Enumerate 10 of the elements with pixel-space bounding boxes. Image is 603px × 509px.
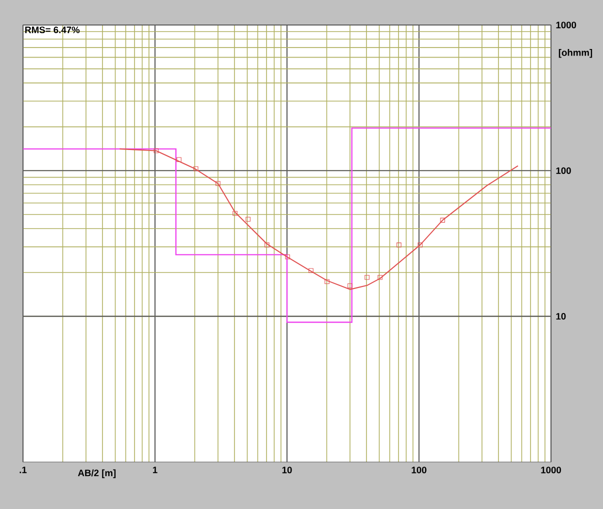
x-tick-label: .1 (20, 466, 27, 474)
y-tick-label: 10 (556, 313, 566, 320)
x-tick-label: 100 (412, 466, 426, 474)
y-axis-title: [ohmm] (558, 49, 592, 58)
y-tick-label: 1000 (556, 22, 576, 28)
x-tick-label: 1 (152, 466, 158, 474)
x-tick-label: 1000 (541, 466, 561, 474)
x-axis-title: AB/2 [m] (78, 469, 116, 478)
x-tick-label: 10 (282, 466, 292, 474)
y-tick-label: 100 (556, 167, 571, 174)
